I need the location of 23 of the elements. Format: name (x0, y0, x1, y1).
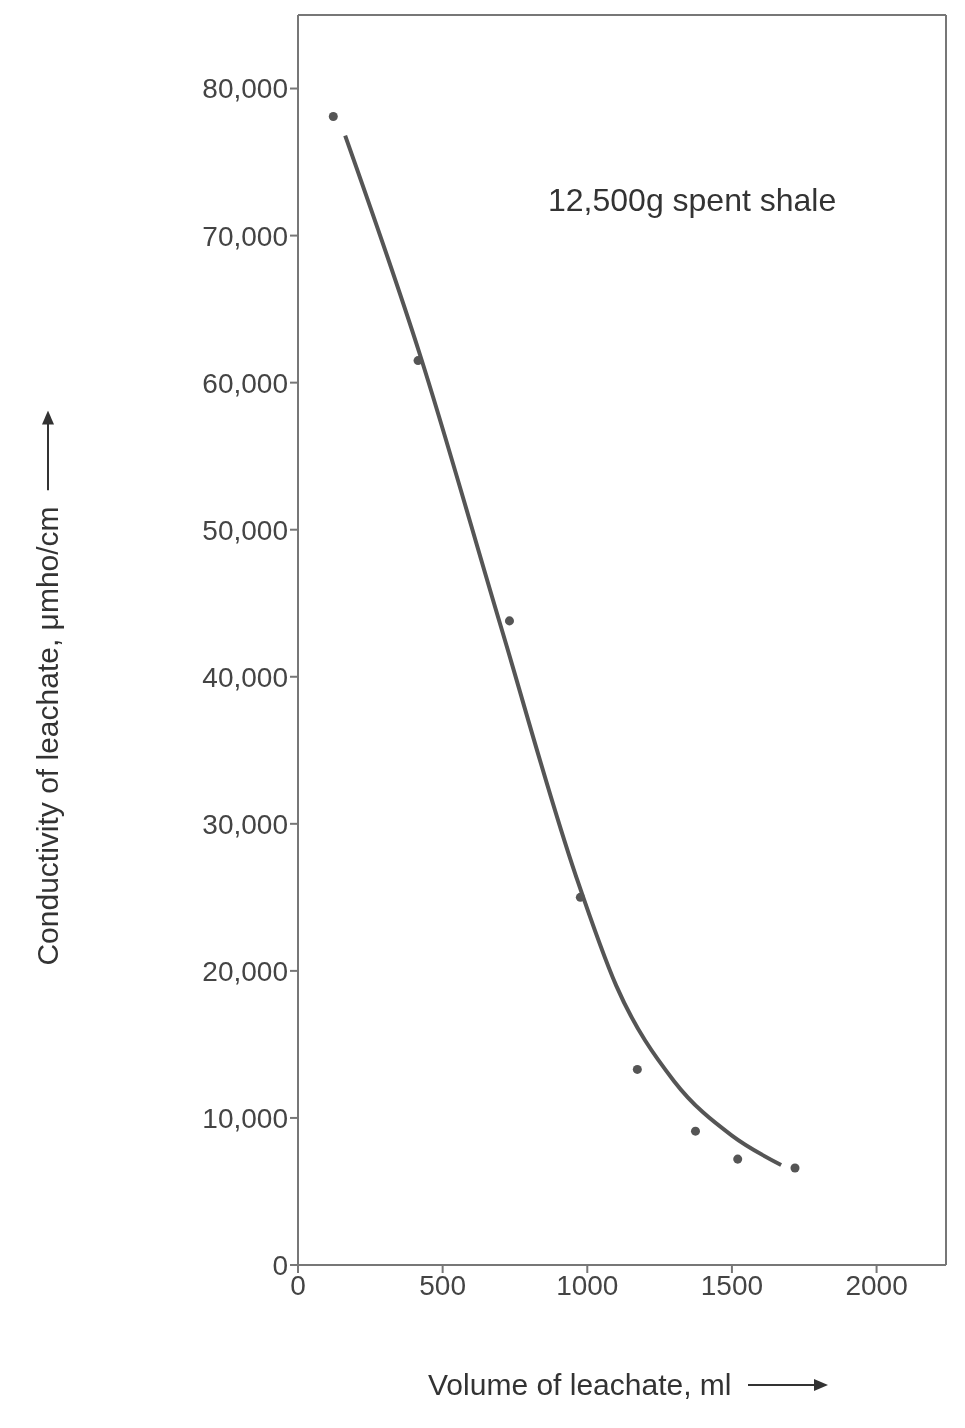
y-tick-label: 40,000 (202, 661, 288, 693)
x-tick-label: 1500 (700, 1269, 764, 1301)
x-tick-label: 1000 (556, 1269, 619, 1301)
point (575, 892, 585, 902)
y-tick-label: 80,000 (202, 73, 288, 105)
point (733, 1154, 743, 1164)
x-axis-title: Volume of leachate, ml (428, 1368, 732, 1402)
y-tick-label: 50,000 (202, 514, 288, 546)
y-tick-label: 60,000 (202, 367, 288, 399)
point (328, 111, 338, 121)
x-tick-label: 2000 (845, 1269, 908, 1301)
point (690, 1126, 700, 1136)
y-tick-label: 0 (272, 1249, 288, 1281)
y-tick-label: 30,000 (202, 808, 288, 840)
y-axis-title: Conductivity of leachate, μmho/cm (31, 506, 65, 966)
annotation: 12,500g spent shale (548, 181, 838, 220)
point (790, 1163, 800, 1173)
x-tick-label: 500 (419, 1269, 466, 1301)
y-tick-label: 10,000 (202, 1102, 288, 1134)
y-tick-label: 20,000 (202, 955, 288, 987)
y-tick-label: 70,000 (202, 220, 288, 252)
point (632, 1064, 642, 1074)
point (504, 616, 514, 626)
